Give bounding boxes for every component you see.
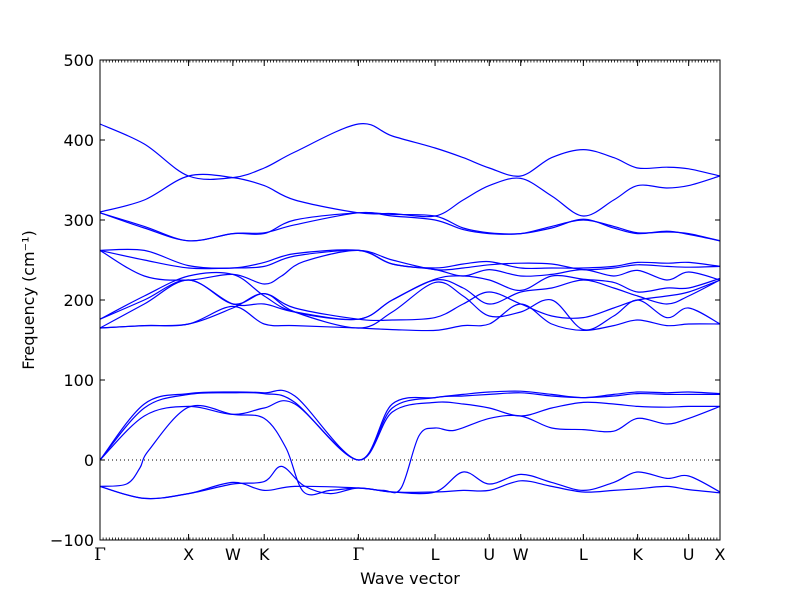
- x-tick-label: W: [513, 545, 529, 564]
- band-line-15: [100, 400, 720, 461]
- band-line-17: [100, 465, 720, 500]
- band-lines: [100, 122, 720, 500]
- band-line-18: [100, 480, 720, 500]
- y-tick-label: 100: [63, 371, 94, 390]
- plot-frame: [99, 59, 721, 541]
- y-tick-label: 500: [63, 51, 94, 70]
- band-line-2: [100, 173, 720, 218]
- y-tick-label: 300: [63, 211, 94, 230]
- y-tick-label: 200: [63, 291, 94, 310]
- x-tick-label: L: [579, 545, 588, 564]
- x-tick-label: X: [715, 545, 726, 564]
- band-line-7: [100, 249, 720, 285]
- x-tick-label: U: [483, 545, 495, 564]
- x-tick-label: W: [225, 545, 241, 564]
- band-line-12: [100, 303, 720, 332]
- y-tick-label: 0: [84, 451, 94, 470]
- y-tick-label: −100: [50, 531, 94, 550]
- x-tick-label: Γ: [352, 545, 364, 565]
- band-line-10: [100, 279, 720, 329]
- x-tick-label: K: [632, 545, 643, 564]
- y-axis-label: Frequency (cm⁻¹): [19, 230, 38, 369]
- x-tick-label: U: [683, 545, 695, 564]
- band-line-11: [100, 281, 720, 331]
- band-line-14: [100, 391, 720, 461]
- band-line-4: [100, 211, 720, 242]
- band-line-8: [100, 271, 720, 321]
- band-line-16: [100, 404, 720, 496]
- x-tick-label: L: [431, 545, 440, 564]
- band-line-13: [100, 389, 720, 461]
- x-tick-label: K: [259, 545, 270, 564]
- band-line-6: [100, 249, 720, 271]
- band-line-1: [100, 122, 720, 180]
- x-tick-label: X: [183, 545, 194, 564]
- y-axis-ticks: −100 0 100 200 300 400 500: [50, 51, 720, 550]
- band-line-3: [100, 211, 720, 242]
- y-tick-label: 400: [63, 131, 94, 150]
- x-axis-label: Wave vector: [360, 569, 460, 588]
- x-tick-label: Γ: [94, 545, 106, 565]
- band-line-9: [100, 279, 720, 321]
